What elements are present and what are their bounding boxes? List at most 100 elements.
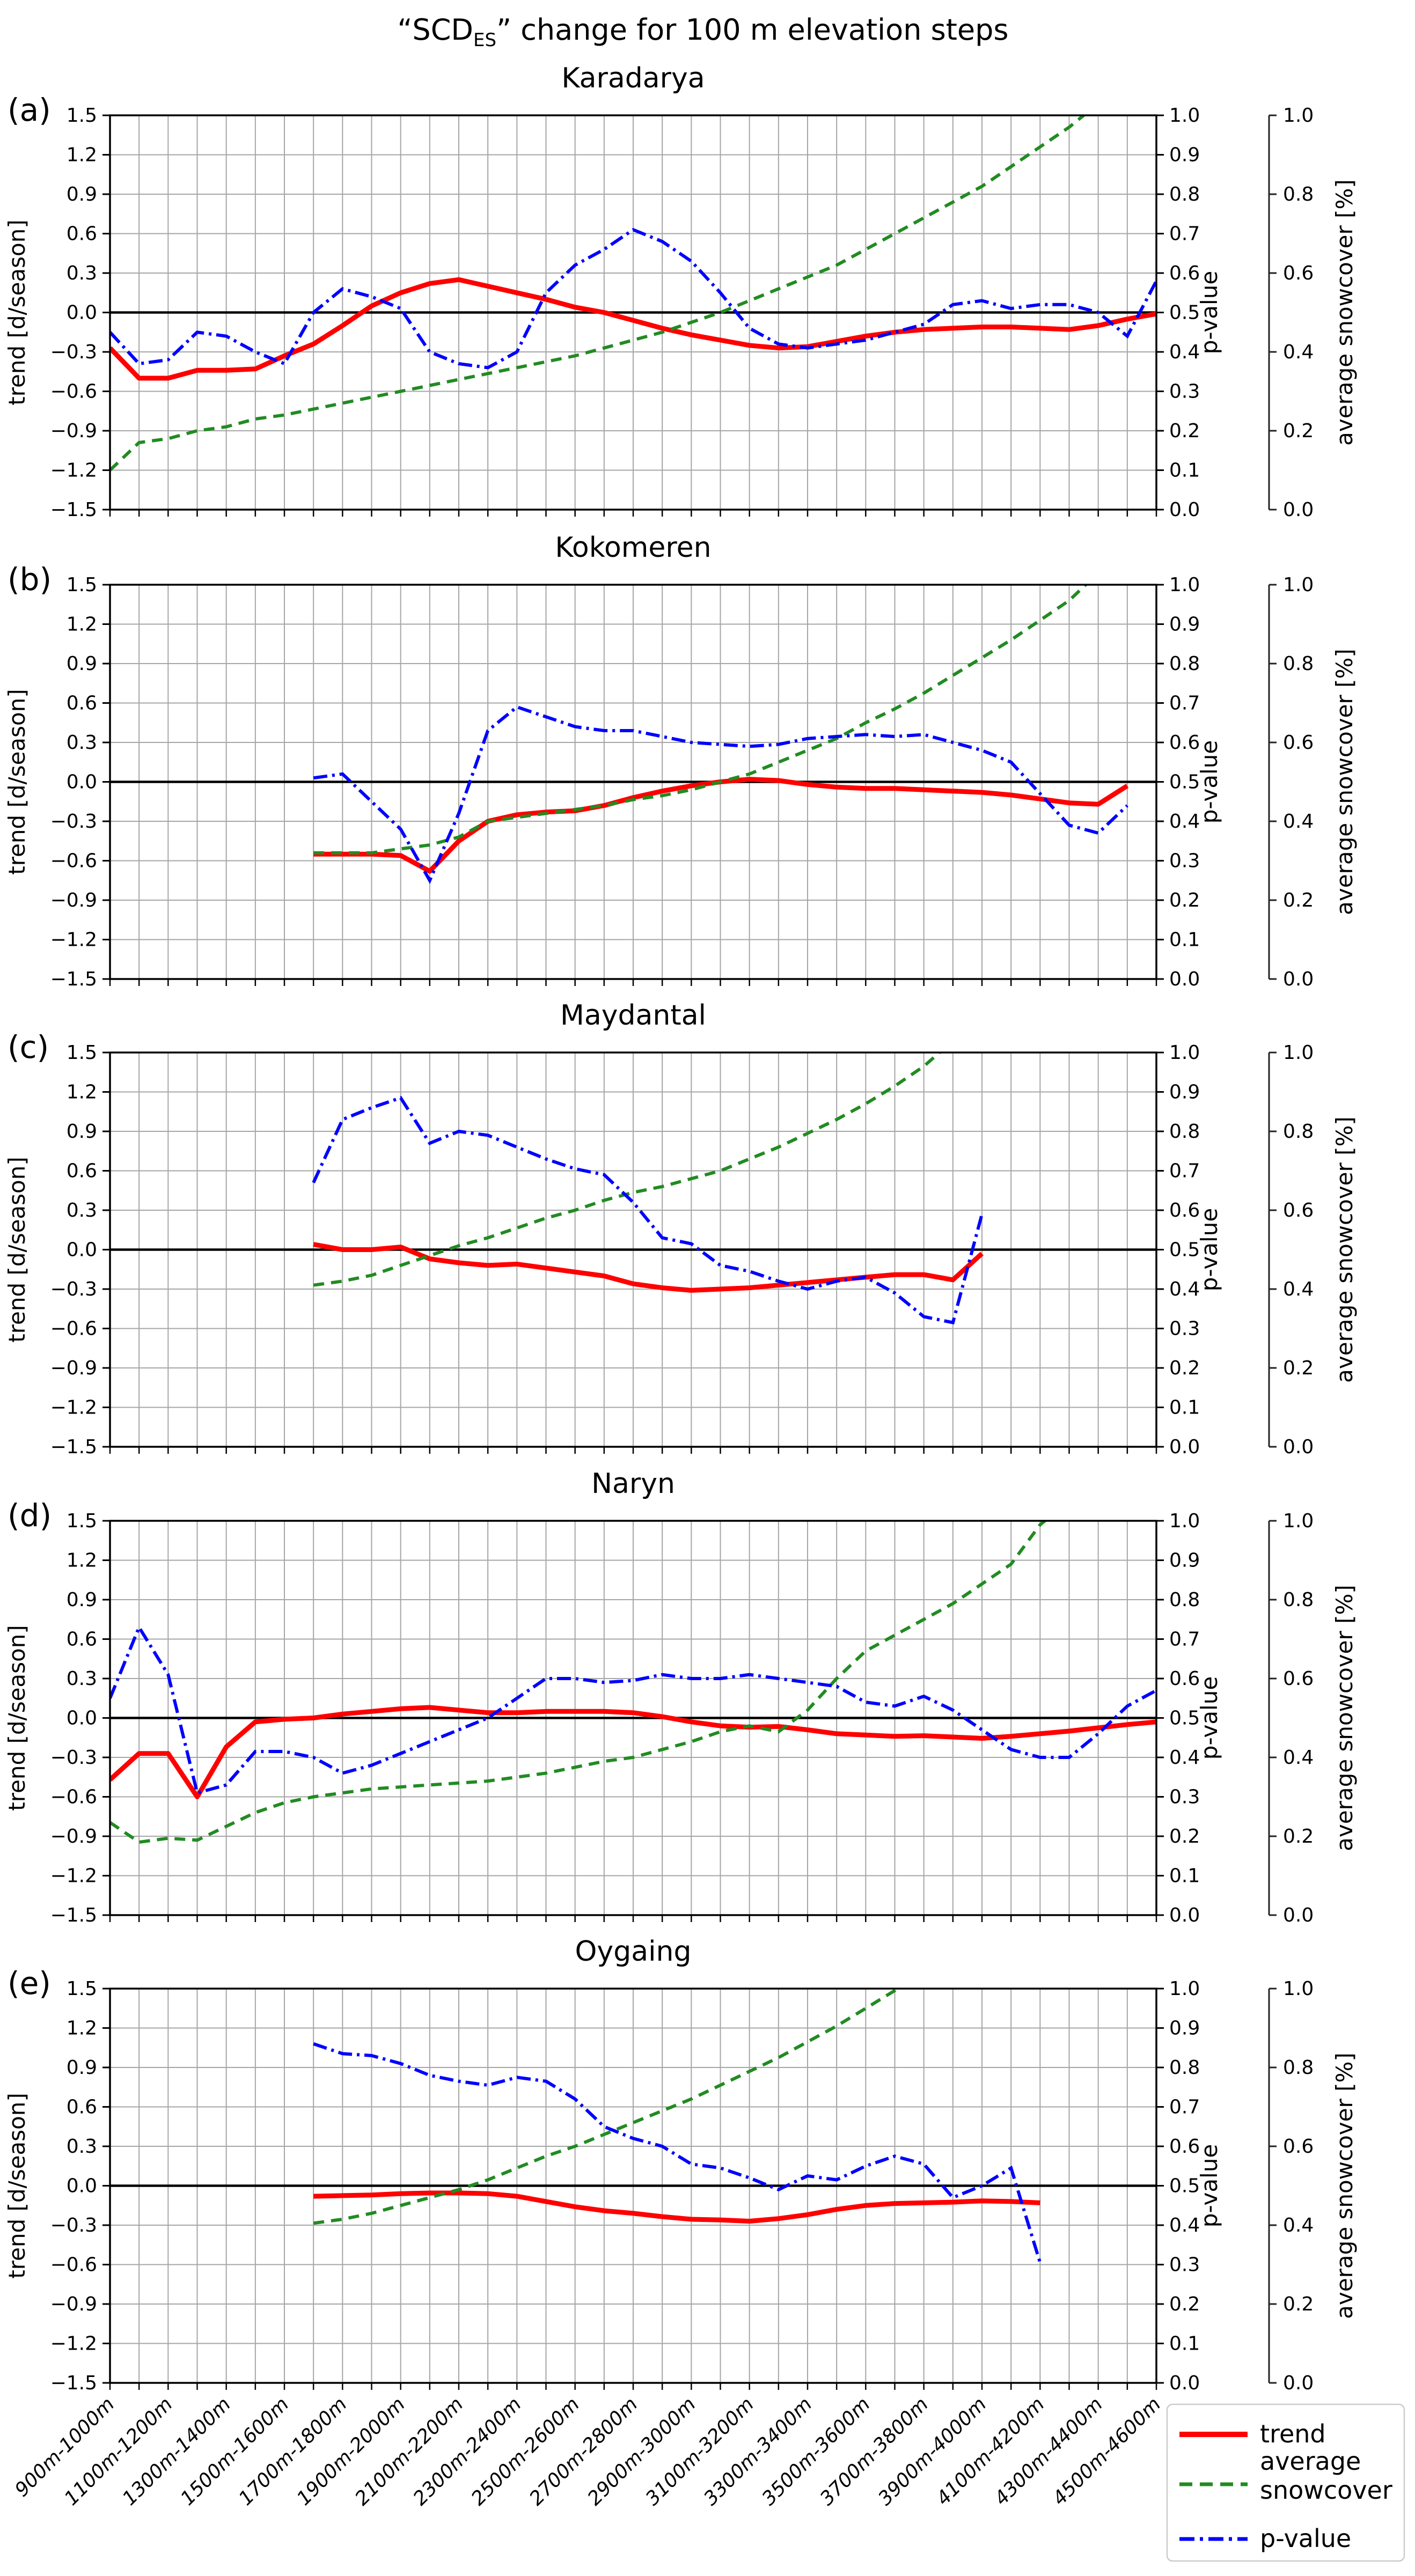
snowcover-axis-label: average snowcover [%] [1331,179,1358,446]
trend-tick-label: 0.0 [67,302,97,324]
trend-tick-label: 0.3 [67,1199,97,1221]
snowcover-tick-label: 0.6 [1283,262,1314,284]
pvalue-tick-label: 1.0 [1169,105,1200,127]
trend-tick-label: −1.5 [50,1436,97,1458]
trend-tick-label: 0.0 [67,1239,97,1261]
pvalue-tick-label: 0.4 [1169,1278,1200,1300]
pvalue-axis-label: p-value [1196,271,1222,354]
x-tick-label: 3100m-3200m [642,2393,758,2509]
pvalue-tick-label: 0.2 [1169,1357,1200,1379]
trend-tick-label: −0.6 [50,381,97,403]
pvalue-axis-label: p-value [1196,2144,1222,2227]
trend-tick-label: 1.2 [67,2018,97,2040]
x-tick-label: 2100m-2200m [351,2393,467,2509]
trend-tick-label: 0.0 [67,771,97,793]
trend-axis-label: trend [d/season] [4,219,30,406]
snowcover-tick-label: 1.0 [1283,105,1314,127]
pvalue-tick-label: 0.1 [1169,929,1200,951]
trend-tick-label: 0.9 [67,653,97,675]
snowcover-tick-label: 0.4 [1283,1278,1314,1300]
trend-tick-label: −1.5 [50,2372,97,2394]
pvalue-tick-label: 0.9 [1169,1081,1200,1103]
x-tick-label: 2300m-2400m [409,2393,525,2509]
x-tick-label: 3300m-3400m [700,2393,816,2509]
x-tick-label: 2700m-2800m [525,2393,642,2509]
panel-label: (b) [8,561,52,598]
trend-tick-label: −1.2 [50,1865,97,1887]
trend-tick-label: −0.6 [50,850,97,872]
snowcover-tick-label: 0.0 [1283,1904,1314,1926]
snowcover-tick-label: 0.2 [1283,1826,1314,1848]
trend-tick-label: −0.3 [50,811,97,833]
trend-tick-label: 0.3 [67,1668,97,1690]
trend-tick-label: 0.3 [67,2136,97,2158]
snowcover-axis-label: average snowcover [%] [1331,649,1358,915]
trend-line [110,277,1156,381]
trend-tick-label: −1.2 [50,2333,97,2355]
pvalue-tick-label: 0.7 [1169,223,1200,245]
pvalue-tick-label: 0.9 [1169,2018,1200,2040]
legend-label: average [1260,2447,1361,2476]
trend-tick-label: −0.6 [50,1318,97,1340]
trend-tick-label: 0.3 [67,262,97,284]
trend-tick-label: 1.2 [67,614,97,636]
trend-tick-label: 0.9 [67,1121,97,1143]
x-tick-label: 4100m-4200m [932,2393,1049,2509]
pvalue-tick-label: 0.2 [1169,420,1200,442]
x-tick-label: 1900m-2000m [293,2393,409,2509]
pvalue-tick-label: 0.1 [1169,2333,1200,2355]
subplot-title: Kokomeren [555,532,711,564]
figure-title-prefix: “SCD [397,13,473,47]
subplot-title: Karadarya [561,62,705,94]
snowcover-tick-label: 0.8 [1283,183,1314,205]
snowcover-tick-label: 0.2 [1283,420,1314,442]
snowcover-tick-label: 0.0 [1283,2372,1314,2394]
x-tick-label: 1700m-1800m [234,2393,351,2509]
pvalue-tick-label: 0.7 [1169,1629,1200,1651]
pvalue-tick-label: 0.6 [1169,732,1200,754]
pvalue-tick-label: 0.5 [1169,302,1200,324]
trend-tick-label: 1.2 [67,1550,97,1572]
snowcover-tick-label: 0.8 [1283,1589,1314,1611]
snowcover-tick-label: 0.0 [1283,1436,1314,1458]
trend-tick-label: −1.2 [50,929,97,951]
pvalue-axis-label: p-value [1196,740,1222,823]
trend-line [110,1705,1156,1799]
pvalue-tick-label: 0.2 [1169,889,1200,911]
panel-label: (e) [8,1965,51,2001]
subplot-title: Naryn [591,1468,675,1500]
trend-tick-label: 0.0 [67,1707,97,1729]
trend-line [313,2190,1040,2224]
pvalue-line [313,705,1128,885]
legend-label: trend [1260,2419,1326,2448]
snowcover-tick-label: 0.8 [1283,1121,1314,1143]
trend-tick-label: 0.6 [67,1160,97,1182]
trend-tick-label: −1.5 [50,1904,97,1926]
panel-label: (a) [8,92,51,128]
x-tick-label: 4300m-4400m [991,2393,1107,2509]
trend-axis-label: trend [d/season] [4,1157,30,1343]
snowcover-axis-label: average snowcover [%] [1331,2052,1358,2319]
pvalue-tick-label: 0.8 [1169,1121,1200,1143]
trend-tick-label: 0.9 [67,1589,97,1611]
pvalue-tick-label: 0.0 [1169,1436,1200,1458]
snowcover-tick-label: 1.0 [1283,1510,1314,1532]
trend-axis-label: trend [d/season] [4,2093,30,2279]
pvalue-line [110,227,1156,370]
trend-tick-label: −0.9 [50,1826,97,1848]
subplot-karadarya: (a) Karadarya 1.5 1.2 0.9 0.6 0.3 0.0 −0.3 −0.6 −0… [4,62,1358,521]
legend-box [1166,2403,1405,2562]
pvalue-tick-label: 0.6 [1169,262,1200,284]
snowcover-line [110,115,1087,472]
trend-tick-label: −0.6 [50,2254,97,2276]
snowcover-tick-label: 0.6 [1283,2136,1314,2158]
trend-tick-label: 0.0 [67,2175,97,2197]
pvalue-axis-label: p-value [1196,1208,1222,1291]
snowcover-line [110,1521,1048,1844]
pvalue-tick-label: 0.5 [1169,2175,1200,2197]
pvalue-tick-label: 0.3 [1169,1318,1200,1340]
pvalue-tick-label: 0.3 [1169,2254,1200,2276]
panel-label: (d) [8,1497,52,1534]
